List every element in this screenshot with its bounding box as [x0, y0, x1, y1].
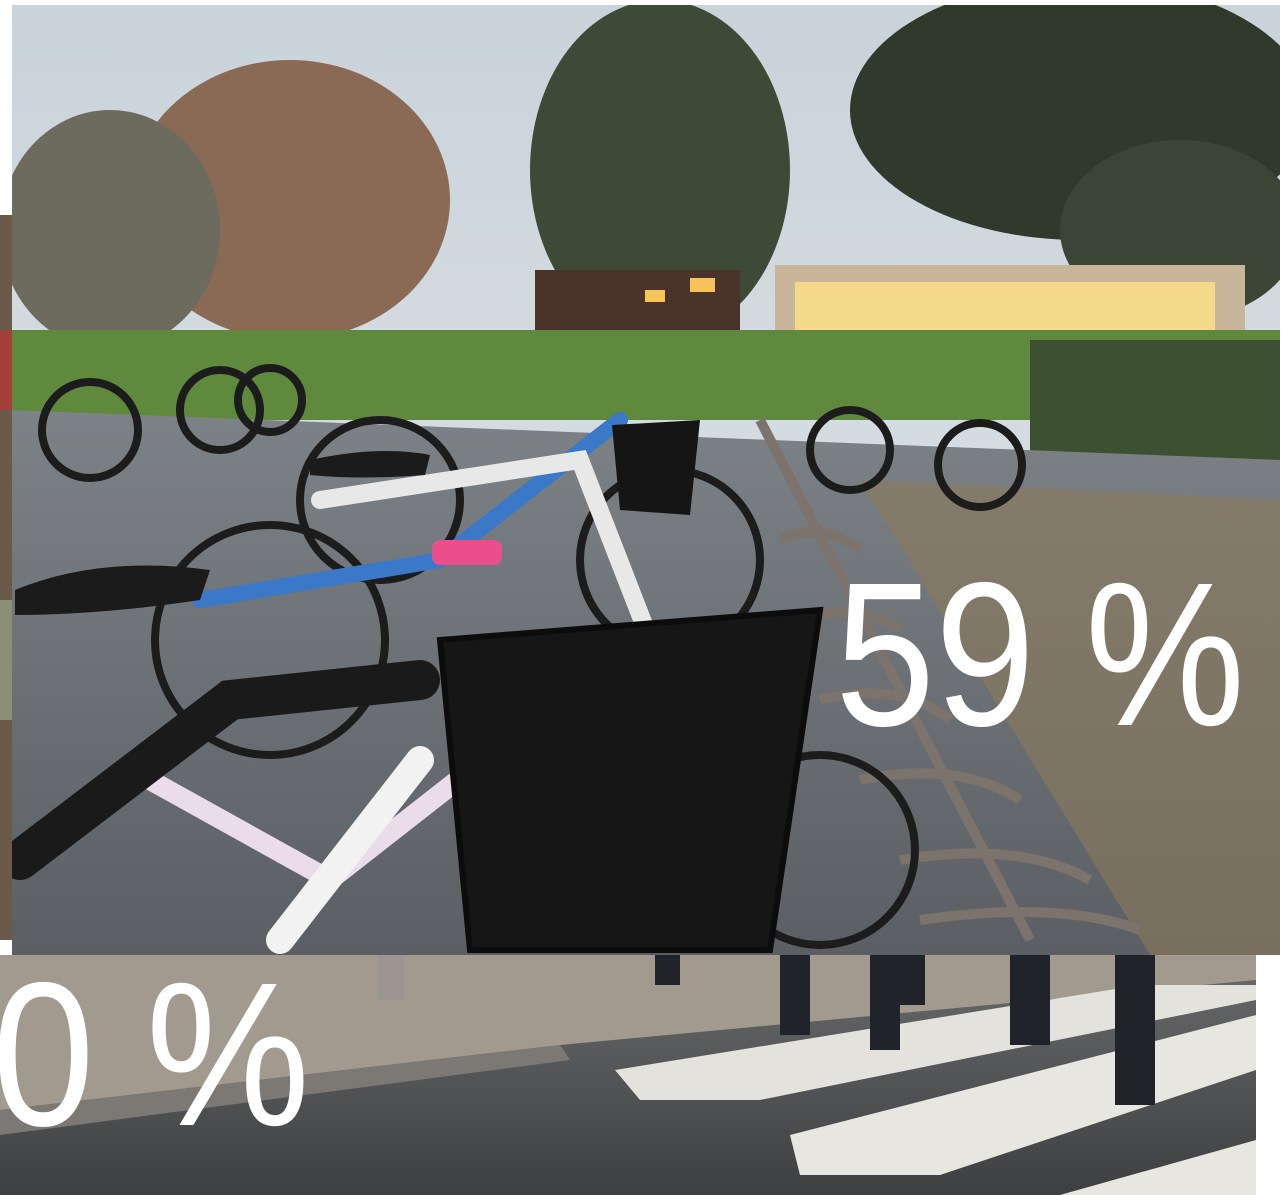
- bicycle-photo: [0, 0, 1283, 955]
- slide: 59 % 0 %: [0, 0, 1283, 1195]
- side-photo-strip: [0, 215, 12, 940]
- bottom-statistic: 0 %: [0, 940, 310, 1169]
- top-statistic: 59 %: [835, 540, 1245, 769]
